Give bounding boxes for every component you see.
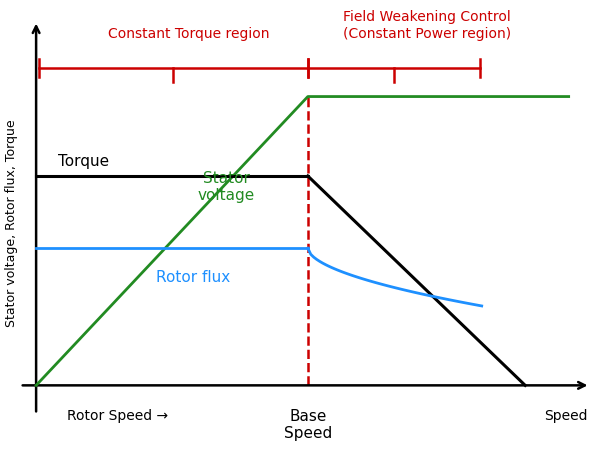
Text: Stator
voltage: Stator voltage [197,171,255,203]
Text: Speed: Speed [544,409,587,423]
Text: Rotor Speed →: Rotor Speed → [67,409,168,423]
Text: Torque: Torque [58,154,109,169]
Text: Base
Speed: Base Speed [284,409,332,441]
Text: Rotor flux: Rotor flux [155,269,230,285]
Text: Constant Torque region: Constant Torque region [107,26,269,40]
Text: Stator voltage, Rotor flux, Torque: Stator voltage, Rotor flux, Torque [5,119,17,327]
Text: Field Weakening Control
(Constant Power region): Field Weakening Control (Constant Power … [343,10,511,40]
